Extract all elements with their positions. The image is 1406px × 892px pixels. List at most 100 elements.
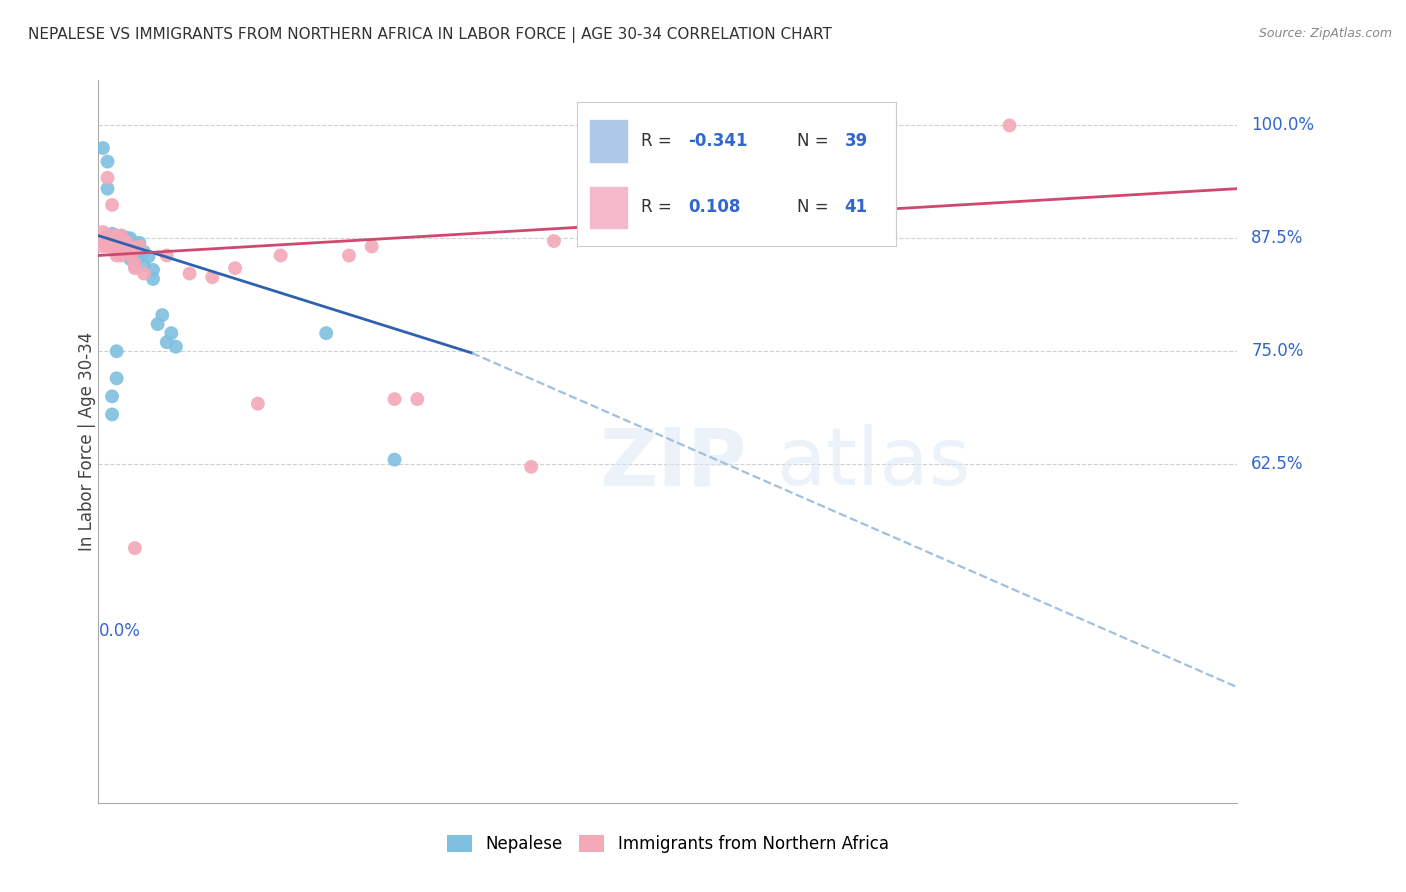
Point xyxy=(91,225,114,239)
Point xyxy=(120,244,142,259)
Point xyxy=(101,231,124,245)
Point xyxy=(543,234,565,248)
Point xyxy=(91,141,114,155)
Point xyxy=(101,234,124,248)
Text: Source: ZipAtlas.com: Source: ZipAtlas.com xyxy=(1258,27,1392,40)
Point xyxy=(105,244,128,259)
Point xyxy=(120,240,142,254)
Point xyxy=(96,228,118,243)
Bar xyxy=(589,186,627,229)
Point xyxy=(124,541,146,555)
Point xyxy=(96,170,118,185)
Point xyxy=(105,239,128,253)
Point xyxy=(110,244,132,259)
Point xyxy=(96,234,118,248)
Point xyxy=(128,249,150,263)
Point xyxy=(120,247,142,261)
Text: 39: 39 xyxy=(845,132,868,150)
Point xyxy=(105,344,128,359)
Text: NEPALESE VS IMMIGRANTS FROM NORTHERN AFRICA IN LABOR FORCE | AGE 30-34 CORRELATI: NEPALESE VS IMMIGRANTS FROM NORTHERN AFR… xyxy=(28,27,832,43)
Point xyxy=(132,259,155,273)
Point xyxy=(120,231,142,245)
Point xyxy=(110,228,132,243)
Point xyxy=(110,234,132,248)
Text: N =: N = xyxy=(797,198,834,217)
Point xyxy=(120,252,142,266)
Point xyxy=(91,239,114,253)
Text: 41: 41 xyxy=(845,198,868,217)
Point xyxy=(337,248,360,262)
Point xyxy=(114,241,136,255)
Point xyxy=(124,243,146,257)
Point xyxy=(132,244,155,259)
Point xyxy=(142,272,165,286)
Point xyxy=(110,234,132,248)
Point xyxy=(520,459,543,474)
Point xyxy=(114,230,136,244)
Point xyxy=(114,234,136,248)
Point xyxy=(101,227,124,241)
Point xyxy=(150,308,173,322)
Text: -0.341: -0.341 xyxy=(689,132,748,150)
Point xyxy=(124,259,146,273)
Text: 62.5%: 62.5% xyxy=(1251,455,1303,473)
Text: R =: R = xyxy=(641,132,676,150)
Point xyxy=(101,198,124,212)
Point xyxy=(165,340,187,354)
Point xyxy=(315,326,337,341)
Point xyxy=(105,371,128,385)
Point xyxy=(224,261,246,276)
Point xyxy=(128,239,150,253)
Point xyxy=(201,270,224,285)
Point xyxy=(101,235,124,250)
Point xyxy=(246,396,269,410)
Point xyxy=(124,248,146,262)
Text: 0.108: 0.108 xyxy=(689,198,741,217)
Point xyxy=(105,228,128,243)
Text: 0.0%: 0.0% xyxy=(98,623,141,640)
Text: R =: R = xyxy=(641,198,676,217)
Point xyxy=(360,239,382,253)
Point xyxy=(101,239,124,253)
Text: N =: N = xyxy=(797,132,834,150)
Point xyxy=(96,181,118,195)
Point xyxy=(384,392,406,406)
Legend: Nepalese, Immigrants from Northern Africa: Nepalese, Immigrants from Northern Afric… xyxy=(440,828,896,860)
Bar xyxy=(589,120,627,162)
Point xyxy=(120,239,142,253)
Point xyxy=(101,408,124,422)
Point xyxy=(179,267,201,281)
Text: 87.5%: 87.5% xyxy=(1251,229,1303,247)
Point xyxy=(146,317,169,331)
Point xyxy=(156,335,179,350)
Point xyxy=(96,154,118,169)
Point xyxy=(105,228,128,243)
Point xyxy=(406,392,429,406)
Text: 75.0%: 75.0% xyxy=(1251,343,1303,360)
Point xyxy=(124,261,146,276)
Point xyxy=(105,234,128,248)
Point xyxy=(160,326,183,341)
Point xyxy=(128,235,150,250)
Point xyxy=(91,234,114,248)
Y-axis label: In Labor Force | Age 30-34: In Labor Force | Age 30-34 xyxy=(79,332,96,551)
Point xyxy=(110,248,132,262)
Point xyxy=(114,235,136,250)
Point xyxy=(138,249,160,263)
Point xyxy=(384,452,406,467)
Point xyxy=(110,228,132,243)
Point xyxy=(156,248,179,262)
Text: 100.0%: 100.0% xyxy=(1251,117,1315,135)
Point xyxy=(101,389,124,403)
Point xyxy=(998,119,1021,133)
Point xyxy=(124,235,146,250)
Point xyxy=(105,248,128,262)
Text: atlas: atlas xyxy=(776,425,970,502)
Point xyxy=(96,239,118,253)
Point xyxy=(124,257,146,271)
Text: ZIP: ZIP xyxy=(599,425,747,502)
Point xyxy=(132,267,155,281)
Point xyxy=(114,239,136,253)
Point xyxy=(142,263,165,277)
Point xyxy=(270,248,292,262)
